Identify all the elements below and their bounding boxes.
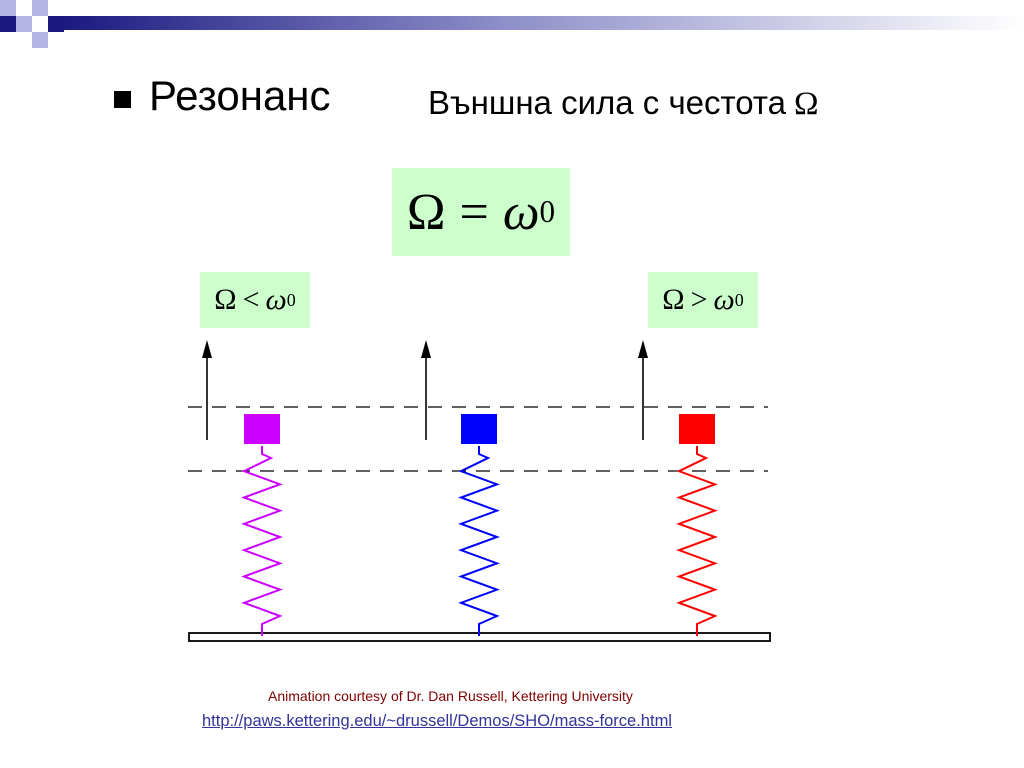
deco-square — [0, 16, 16, 32]
equation-rhs: ω — [502, 183, 540, 241]
deco-square — [16, 32, 32, 48]
equation-operator: = — [459, 183, 489, 241]
deco-square — [32, 0, 48, 16]
equation-rhs: ω — [713, 283, 735, 316]
deco-square — [32, 16, 48, 32]
equation-operator: > — [690, 283, 708, 316]
mass-block — [461, 414, 497, 444]
spring — [676, 446, 718, 636]
equation-operator: < — [242, 283, 260, 316]
subtitle-text: Външна сила с честота — [428, 84, 786, 121]
equation-lhs: Ω — [406, 183, 446, 241]
oscillators — [202, 340, 718, 636]
source-link[interactable]: http://paws.kettering.edu/~drussell/Demo… — [202, 712, 672, 730]
deco-square — [16, 0, 32, 16]
deco-square — [16, 16, 32, 32]
equation-rhs: ω — [265, 283, 287, 316]
spring — [241, 446, 283, 636]
equation-subscript: 0 — [539, 194, 556, 229]
title-row: Резонанс — [114, 72, 331, 120]
deco-square — [0, 0, 16, 16]
deco-square — [48, 0, 64, 16]
equation-lhs: Ω — [214, 283, 237, 316]
force-arrow-head — [421, 340, 431, 358]
header-band — [62, 16, 1024, 30]
equation-subscript: 0 — [286, 289, 296, 310]
subtitle: Външна сила с честота Ω — [428, 84, 819, 123]
equation-lhs: Ω — [662, 283, 685, 316]
mass-block — [244, 414, 280, 444]
bullet-square — [114, 90, 131, 108]
force-arrow-head — [202, 340, 212, 358]
spring — [458, 446, 500, 636]
slide-title: Резонанс — [149, 72, 331, 119]
animation-credit: Animation courtesy of Dr. Dan Russell, K… — [268, 688, 633, 704]
equation-subscript: 0 — [734, 289, 744, 310]
deco-square — [32, 32, 48, 48]
mass-block — [679, 414, 715, 444]
force-arrow-head — [638, 340, 648, 358]
subtitle-omega-symbol: Ω — [793, 86, 819, 122]
deco-square — [48, 16, 64, 32]
header-decoration — [0, 0, 1024, 48]
